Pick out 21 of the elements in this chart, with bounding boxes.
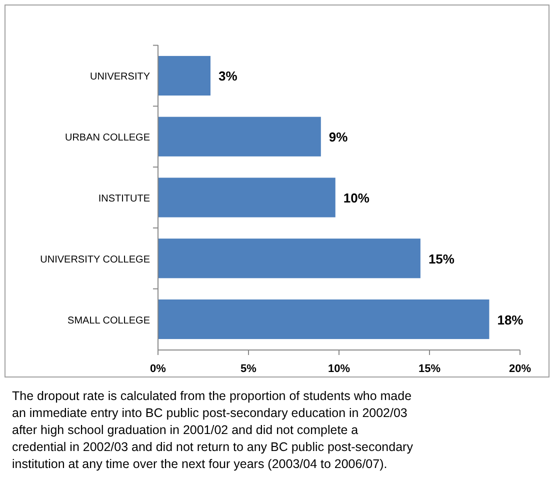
data-label: 9% <box>328 130 348 145</box>
x-tick-label: 10% <box>328 363 350 375</box>
bar <box>158 299 490 340</box>
bar <box>158 238 420 278</box>
data-label: 3% <box>218 68 238 84</box>
y-tick-label: SMALL COLLEGE <box>68 315 150 326</box>
bar <box>158 116 321 156</box>
x-tick-label: 5% <box>240 363 257 375</box>
y-tick-label: URBAN COLLEGE <box>64 132 150 144</box>
bar <box>158 56 210 96</box>
bar <box>158 178 336 218</box>
x-tick-label: 20% <box>508 363 532 375</box>
y-tick-label: INSTITUTE <box>98 194 150 204</box>
data-label: 18% <box>497 312 524 328</box>
x-tick-label: 15% <box>418 363 441 375</box>
y-tick-label: UNIVERSITY <box>90 72 150 83</box>
x-tick-label: 0% <box>150 363 166 375</box>
y-tick-label: UNIVERSITY COLLEGE <box>40 254 150 266</box>
text: The dropout rate is calculated from the proportion of students who made an immediate entry into BC public post-secondary education in 2002/03 after high school graduation in 2001/02 and did not complete a credential in 2002/03 and did not return to any BC public post-secondary institution at any time over the next four years (2003/04 to 2006/07). <box>12 389 414 471</box>
data-label: 10% <box>343 190 370 206</box>
data-label: 15% <box>428 251 455 266</box>
